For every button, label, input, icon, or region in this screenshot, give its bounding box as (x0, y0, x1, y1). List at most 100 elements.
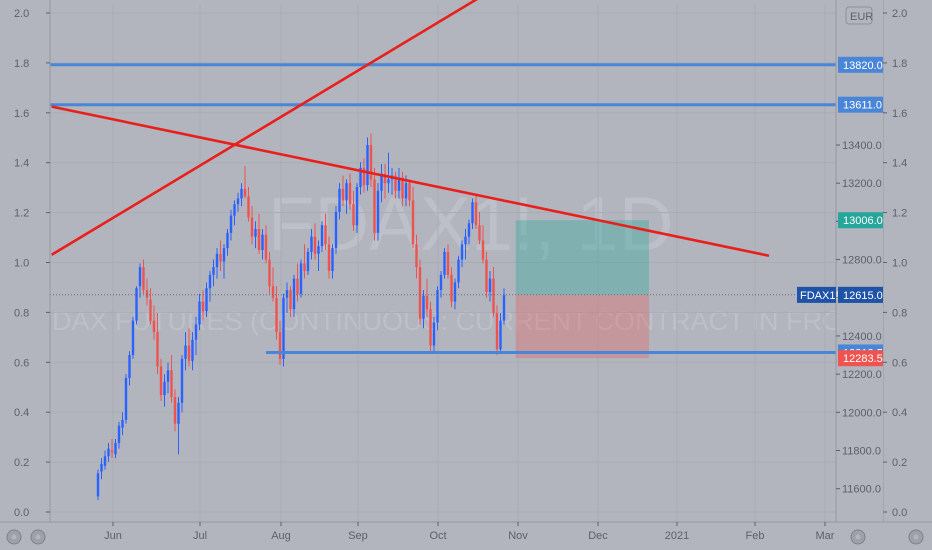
candle[interactable] (457, 255, 460, 289)
candle[interactable] (96, 469, 100, 501)
candle[interactable] (285, 282, 289, 314)
candle[interactable] (380, 164, 383, 203)
candle[interactable] (264, 225, 268, 264)
candle[interactable] (450, 267, 453, 308)
candle[interactable] (110, 439, 114, 459)
candle[interactable] (180, 355, 184, 413)
candle[interactable] (415, 234, 418, 279)
candle[interactable] (257, 213, 261, 254)
candle[interactable] (166, 362, 170, 394)
candle[interactable] (341, 175, 345, 207)
candle[interactable] (467, 219, 471, 245)
candle[interactable] (366, 137, 369, 191)
candle[interactable] (306, 248, 310, 275)
long-position-tool[interactable] (515, 220, 649, 359)
candle[interactable] (425, 278, 429, 317)
candle[interactable] (387, 152, 390, 193)
candle[interactable] (474, 194, 478, 230)
candle[interactable] (229, 209, 233, 241)
candle[interactable] (278, 320, 282, 365)
candle[interactable] (327, 236, 331, 279)
right-indicator-axis[interactable]: 0.0 0.2 0.4 0.6 0.8 1.0 1.2 1.4 1.6 1.8 2.0 (882, 0, 932, 522)
candle[interactable] (107, 442, 110, 462)
candle[interactable] (212, 259, 215, 287)
candle[interactable] (362, 158, 366, 193)
gear-icon[interactable] (908, 529, 924, 545)
candle[interactable] (481, 225, 485, 264)
trendlines[interactable] (50, 0, 770, 258)
candle[interactable] (397, 167, 401, 199)
candle[interactable] (488, 271, 492, 302)
candle[interactable] (208, 271, 212, 302)
candle[interactable] (215, 248, 219, 279)
candle[interactable] (478, 211, 481, 245)
candle[interactable] (317, 240, 320, 272)
candle[interactable] (394, 171, 397, 199)
candle[interactable] (250, 206, 254, 245)
candle[interactable] (159, 358, 163, 401)
candle[interactable] (131, 316, 135, 359)
trendline[interactable] (50, 0, 609, 256)
candle[interactable] (411, 186, 415, 249)
candle[interactable] (124, 374, 128, 424)
gear-icon[interactable] (6, 529, 22, 545)
candle[interactable] (355, 183, 359, 233)
candle[interactable] (173, 389, 177, 432)
candle[interactable] (226, 229, 229, 256)
candle[interactable] (282, 293, 285, 367)
candle[interactable] (310, 229, 313, 260)
candle[interactable] (138, 263, 142, 298)
candle[interactable] (383, 164, 387, 199)
candle[interactable] (352, 190, 355, 231)
candle[interactable] (443, 248, 446, 279)
gear-icon[interactable] (30, 529, 46, 545)
candle[interactable] (439, 271, 443, 298)
candle[interactable] (334, 206, 338, 254)
candle[interactable] (191, 332, 194, 371)
candle[interactable] (121, 412, 124, 436)
candle[interactable] (401, 171, 404, 207)
candle[interactable] (184, 332, 187, 371)
candle[interactable] (236, 192, 240, 212)
candle[interactable] (240, 183, 243, 207)
candle[interactable] (254, 221, 257, 249)
candle[interactable] (502, 288, 506, 325)
candle[interactable] (296, 263, 299, 302)
candle[interactable] (348, 173, 352, 210)
candle[interactable] (103, 450, 107, 470)
candle[interactable] (275, 286, 278, 340)
candle[interactable] (313, 223, 317, 260)
candle[interactable] (485, 251, 488, 298)
candle[interactable] (117, 421, 121, 449)
candle[interactable] (142, 259, 145, 294)
candle[interactable] (292, 274, 296, 317)
candle[interactable] (299, 259, 303, 298)
candle[interactable] (194, 316, 198, 356)
candle[interactable] (464, 229, 467, 260)
candle[interactable] (243, 165, 247, 199)
candle[interactable] (135, 286, 138, 325)
candle[interactable] (205, 282, 208, 317)
candle[interactable] (446, 244, 450, 279)
candle[interactable] (170, 355, 173, 403)
candle[interactable] (222, 244, 226, 279)
price-axis[interactable]: 11600.011800.012000.012200.012400.012600… (835, 0, 883, 522)
candle[interactable] (345, 179, 348, 214)
candle[interactable] (152, 305, 156, 340)
candle[interactable] (460, 240, 464, 268)
candle[interactable] (408, 179, 411, 207)
candle[interactable] (418, 259, 422, 325)
candle[interactable] (187, 328, 191, 367)
candle[interactable] (289, 286, 292, 317)
left-indicator-axis[interactable]: 0.0 0.2 0.4 0.6 0.8 1.0 1.2 1.4 1.6 1.8 2.0 (0, 0, 51, 522)
candle[interactable] (436, 286, 439, 331)
trendline[interactable] (51, 105, 770, 258)
candle[interactable] (233, 200, 236, 226)
candle[interactable] (163, 374, 166, 407)
candle[interactable] (471, 198, 474, 230)
candle[interactable] (271, 267, 275, 302)
candle[interactable] (338, 183, 341, 220)
candle[interactable] (149, 288, 152, 325)
candle[interactable] (219, 240, 222, 272)
candle[interactable] (156, 313, 159, 375)
